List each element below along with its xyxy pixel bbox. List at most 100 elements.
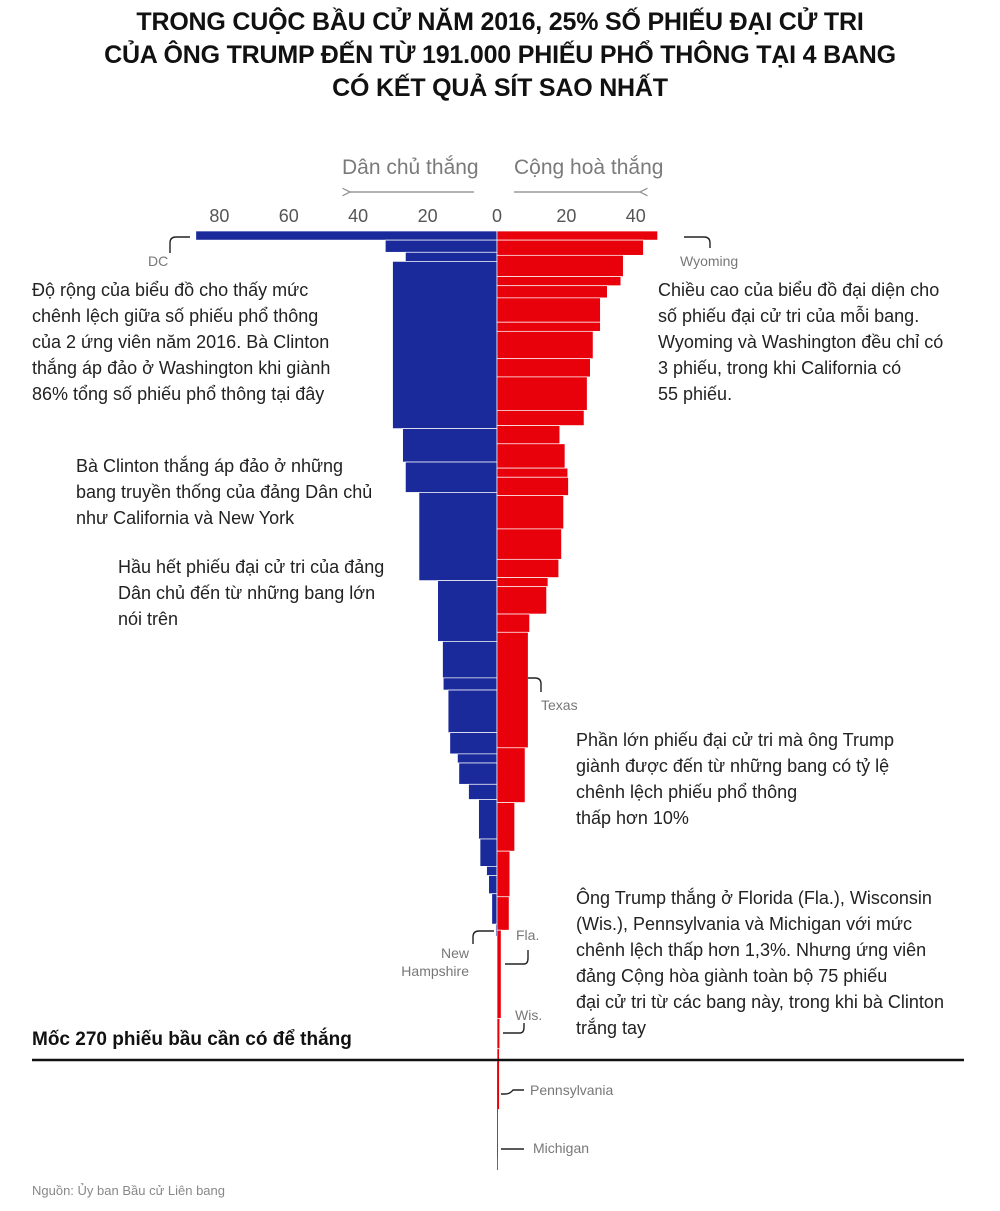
rep-bar-kentucky (496, 297, 601, 323)
title-line-1: TRONG CUỘC BẦU CỬ NĂM 2016, 25% SỐ PHIẾU… (136, 8, 864, 36)
rep-bar-wisconsin (496, 1018, 501, 1050)
state-label-new-hampshire: New Hampshire (401, 945, 470, 979)
dem-bar-washington (442, 641, 498, 679)
rep-bar-north-carolina (496, 850, 511, 898)
rep-bar-georgia (496, 802, 516, 852)
rep-bar-indiana (496, 495, 564, 530)
annotation-line: chênh lệch thấp hơn 1,3%. Nhưng ứng viên (576, 940, 927, 960)
annotation-line: chênh lệch giữa số phiếu phổ thông (32, 306, 319, 326)
annotation-clinton-strongholds: Bà Clinton thắng áp đảo ở những bang tru… (76, 453, 372, 531)
annotation-line: số phiếu đại cử tri của mỗi bang. (658, 306, 920, 326)
rep-bar-louisiana (496, 443, 566, 469)
rep-bar-utah (496, 425, 561, 445)
rep-bar-south-dakota (496, 321, 601, 332)
annotation-line: 55 phiếu. (658, 384, 733, 404)
rep-bar-kansas (496, 476, 569, 496)
dem-bar-new-jersey (447, 689, 498, 733)
dem-bar-maryland (405, 461, 498, 493)
dem-bar-delaware (457, 753, 498, 764)
annotation-trump-close-states: Phần lớn phiếu đại cử tri mà ông Trump g… (576, 727, 894, 831)
annotation-width-explainer: Độ rộng của biểu đồ cho thấy mức chênh l… (32, 277, 330, 407)
wisconsin-callout-line (503, 1023, 525, 1034)
annotation-line: bang truyền thống của đảng Dân chủ (76, 482, 373, 502)
rep-bar-mississippi (496, 558, 560, 578)
x-tick-label: 20 (556, 206, 576, 226)
annotation-line: giành được đến từ những bang có tỷ lệ (576, 756, 890, 776)
rep-bar-idaho (496, 285, 608, 299)
annotation-line: Ông Trump thắng ở Florida (Fla.), Wiscon… (576, 888, 932, 908)
threshold-label: Mốc 270 phiếu bầu cần có để thắng (32, 1029, 352, 1050)
new-hampshire-callout-line (472, 930, 494, 944)
annotation-line: nói trên (118, 609, 179, 629)
annotation-line: Bà Clinton thắng áp đảo ở những (76, 456, 344, 476)
annotation-line: 3 phiếu, trong khi California có (658, 358, 902, 378)
x-tick-label: 80 (209, 206, 229, 226)
annotation-line: Chiều cao của biểu đồ đại diện cho (658, 280, 940, 300)
x-tick-label: 40 (626, 206, 646, 226)
annotation-dem-large-states: Hầu hết phiếu đại cử tri của đảng Dân ch… (118, 554, 384, 632)
dem-bar-illinois (437, 580, 498, 642)
state-label-wyoming: Wyoming (680, 253, 738, 269)
dem-bar-rhode-island (442, 677, 498, 691)
annotation-line: 86% tổng số phiếu phổ thông tại đây (32, 384, 325, 404)
annotation-line: (Wis.), Pennsylvania và Michigan với mức (576, 914, 912, 934)
annotation-line: đại cử tri từ các bang này, trong khi bà… (576, 992, 944, 1012)
dem-bar-colorado (479, 838, 498, 867)
florida-callout-line (505, 950, 529, 965)
annotation-height-explainer: Chiều cao của biểu đồ đại diện cho số ph… (658, 277, 943, 407)
rep-bar-nebraska (496, 410, 585, 426)
rep-bar-iowa (496, 613, 530, 633)
annotation-line: Hầu hết phiếu đại cử tri của đảng (118, 557, 385, 577)
rep-bar-ohio (496, 747, 526, 803)
pennsylvania-callout-line (501, 1089, 524, 1095)
dem-bar-california (392, 261, 498, 429)
dem-bar-maine (486, 866, 498, 876)
annotation-line: Độ rộng của biểu đồ cho thấy mức (32, 280, 309, 300)
annotation-line: thấp hơn 10% (576, 808, 689, 828)
dem-bar-hawaii (384, 239, 498, 253)
source-note: Nguồn: Ủy ban Bầu cử Liên bang (32, 1183, 226, 1198)
rep-direction-label: Cộng hoà thắng (514, 156, 664, 179)
title-line-3: CÓ KẾT QUẢ SÍT SAO NHẤT (332, 74, 668, 102)
x-tick-label: 60 (279, 206, 299, 226)
rep-bar-alaska (496, 577, 549, 588)
rep-bar-west-virginia (496, 239, 644, 256)
dc-callout-line (169, 236, 190, 253)
annotation-line: của 2 ứng viên năm 2016. Bà Clinton (32, 332, 330, 352)
dem-bar-connecticut (449, 732, 498, 755)
rep-bar-florida (496, 929, 502, 1019)
dem-bar-dc (195, 230, 498, 241)
rep-bar-south-carolina (496, 586, 547, 615)
dem-bar-vermont (405, 251, 498, 262)
rep-bar-north-dakota (496, 276, 622, 287)
rep-bar-oklahoma (496, 254, 624, 277)
dem-bar-minnesota (491, 893, 498, 925)
rep-bar-missouri (496, 528, 562, 560)
dem-bar-new-mexico (468, 783, 498, 800)
annotation-line: đảng Cộng hòa giành toàn bộ 75 phiếu (576, 966, 888, 986)
state-label-wisconsin: Wis. (515, 1007, 542, 1023)
x-tick-label: 40 (348, 206, 368, 226)
rep-bar-arkansas (496, 358, 591, 378)
dem-direction-label: Dân chủ thắng (342, 156, 479, 179)
wyoming-callout-line (684, 236, 711, 248)
dem-bar-nevada (488, 875, 498, 895)
annotation-line: trắng tay (576, 1018, 647, 1038)
annotation-line: như California và New York (76, 508, 295, 528)
rep-bar-texas (496, 631, 529, 749)
rep-bar-montana (496, 467, 569, 478)
state-label-texas: Texas (541, 697, 578, 713)
dem-bar-massachusetts (402, 428, 498, 463)
annotation-line: Phần lớn phiếu đại cử tri mà ông Trump (576, 730, 895, 750)
annotation-line: chênh lệch phiếu phổ thông (576, 782, 798, 802)
rep-bar-alabama (496, 330, 594, 360)
annotation-line: thắng áp đảo ở Washington khi giành (32, 358, 331, 378)
annotation-line: Wyoming và Washington đều chỉ có (658, 332, 944, 352)
rep-bar-arizona (496, 896, 510, 931)
x-tick-label: 20 (418, 206, 438, 226)
dem-bar-new-york (418, 492, 498, 581)
rep-bar-wyoming (496, 230, 659, 241)
annotation-line: Dân chủ đến từ những bang lớn (118, 583, 376, 603)
x-tick-label: 0 (492, 206, 502, 226)
